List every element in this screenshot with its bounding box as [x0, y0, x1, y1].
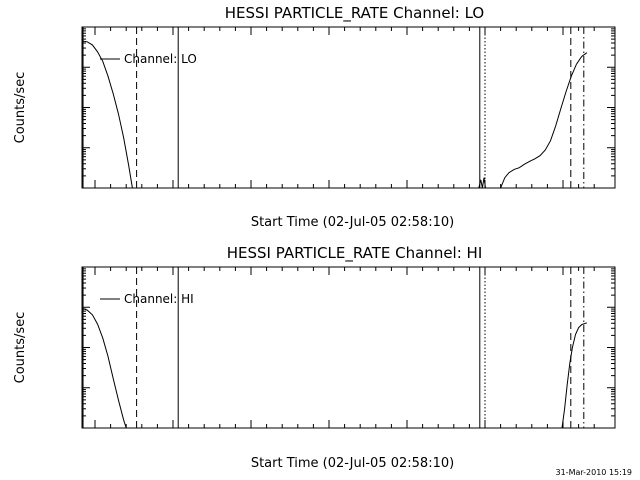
legend-label: Channel: LO	[124, 52, 197, 66]
chart-title: HESSI PARTICLE_RATE Channel: HI	[227, 244, 483, 263]
footer-timestamp: 31-Mar-2010 15:19	[556, 468, 633, 477]
y-axis-label: Counts/sec	[13, 72, 28, 144]
series-line	[500, 52, 588, 189]
x-axis-label: Start Time (02-Jul-05 02:58:10)	[251, 456, 454, 471]
series-line	[81, 40, 133, 189]
series-line	[81, 307, 127, 429]
panel-hi: HESSI PARTICLE_RATE Channel: HI Start Ti…	[13, 244, 616, 471]
series-line	[478, 177, 486, 189]
x-axis-label: Start Time (02-Jul-05 02:58:10)	[251, 215, 454, 230]
series-line	[561, 322, 588, 429]
chart-title: HESSI PARTICLE_RATE Channel: LO	[225, 4, 484, 23]
y-axis-label: Counts/sec	[13, 312, 28, 384]
legend-label: Channel: HI	[124, 292, 194, 306]
panel-lo: HESSI PARTICLE_RATE Channel: LO Start Ti…	[13, 4, 616, 230]
